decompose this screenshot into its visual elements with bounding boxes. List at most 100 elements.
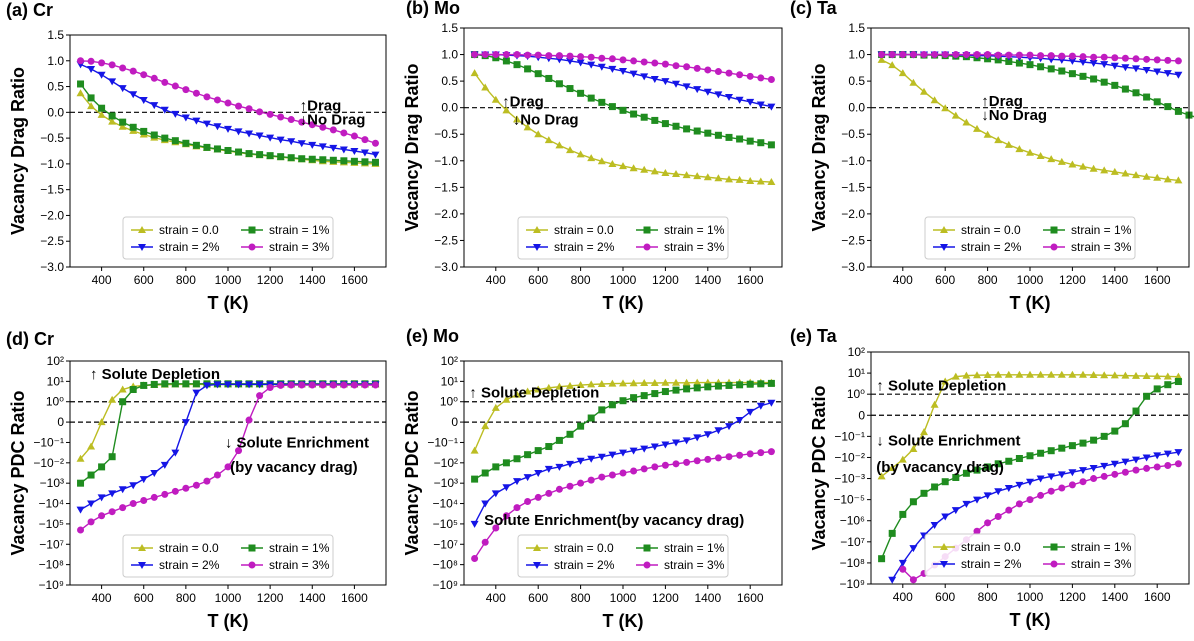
y-tick-label: −1.5 <box>434 180 458 194</box>
data-point <box>651 390 659 398</box>
data-point <box>129 500 137 508</box>
data-point <box>703 173 712 181</box>
data-point <box>87 518 95 526</box>
data-point <box>1110 371 1119 379</box>
data-point <box>608 471 616 479</box>
data-point <box>1132 371 1140 379</box>
data-point <box>714 382 722 390</box>
annotation: ↑ Solute Depletion <box>469 385 599 402</box>
data-point <box>1026 61 1034 69</box>
data-point <box>108 112 116 120</box>
data-point <box>757 380 765 388</box>
legend-marker <box>940 561 948 568</box>
data-point <box>481 500 490 508</box>
x-tick-label: 400 <box>893 590 913 604</box>
x-tick-label: 800 <box>978 590 998 604</box>
data-point <box>534 51 542 59</box>
data-point <box>1036 151 1045 159</box>
data-point <box>1121 85 1129 93</box>
data-point <box>119 398 127 406</box>
data-point <box>587 61 596 69</box>
data-point <box>587 476 595 484</box>
data-point <box>619 449 627 457</box>
data-point <box>1015 59 1023 67</box>
y-axis-label: Vacancy Drag Ratio <box>402 63 422 231</box>
data-point <box>756 101 765 109</box>
data-point <box>1153 68 1162 76</box>
data-point <box>888 576 897 584</box>
data-point <box>1089 164 1098 172</box>
legend-marker <box>533 244 541 251</box>
data-point <box>693 86 702 94</box>
annotation: ↑ Solute Depletion <box>90 366 220 383</box>
y-tick-label: −10⁷ <box>840 535 865 549</box>
y-tick-label: −10⁵ <box>433 517 458 531</box>
data-point <box>98 59 106 67</box>
data-point <box>920 87 928 95</box>
data-point <box>555 80 563 88</box>
data-point <box>640 58 648 66</box>
legend-marker <box>533 544 541 551</box>
data-point <box>1004 140 1013 148</box>
data-point <box>1068 70 1076 78</box>
legend-marker <box>1050 560 1058 568</box>
annotation: Solute Enrichment(by vacancy drag) <box>484 512 744 529</box>
data-point <box>1026 51 1034 59</box>
data-point <box>555 141 564 149</box>
data-point <box>1037 63 1045 71</box>
x-tick-label: 600 <box>528 591 548 605</box>
data-point <box>287 116 295 124</box>
data-point <box>714 174 723 182</box>
data-point <box>513 478 521 486</box>
data-point <box>1111 427 1119 435</box>
data-point <box>661 378 670 386</box>
data-point <box>1132 89 1140 97</box>
y-tick-label: 1.0 <box>441 48 458 62</box>
data-point <box>767 379 775 387</box>
data-point <box>98 463 106 471</box>
annotation: ↑Drag <box>981 93 1023 110</box>
y-tick-label: −10⁴ <box>432 497 458 511</box>
data-point <box>630 394 638 402</box>
data-point <box>277 153 285 161</box>
data-point <box>245 416 253 424</box>
data-point <box>672 80 680 88</box>
x-tick-label: 1000 <box>215 591 242 605</box>
data-point <box>1100 462 1109 470</box>
data-point <box>87 442 96 450</box>
data-point <box>1068 370 1077 378</box>
data-point <box>1037 491 1045 499</box>
data-point <box>360 149 369 157</box>
data-point <box>171 380 179 388</box>
data-point <box>1068 52 1076 60</box>
data-point <box>672 122 680 130</box>
x-axis-label: T (K) <box>1010 610 1051 630</box>
data-point <box>920 428 928 436</box>
data-point <box>213 381 222 389</box>
y-tick-label: −2.5 <box>40 234 64 248</box>
data-point <box>576 150 585 158</box>
legend-label: strain = 0.0 <box>554 223 614 237</box>
panel-title: (d) Cr <box>6 329 54 349</box>
y-tick-label: −10⁶ <box>840 514 865 528</box>
data-point <box>1068 160 1077 168</box>
data-point <box>973 124 981 132</box>
x-tick-label: 400 <box>893 273 913 287</box>
data-point <box>693 434 702 442</box>
data-point <box>513 115 521 123</box>
data-point <box>87 102 96 110</box>
data-point <box>909 445 918 453</box>
data-point <box>77 57 85 65</box>
x-tick-label: 1000 <box>215 273 242 287</box>
data-point <box>245 381 254 389</box>
data-point <box>481 83 490 91</box>
data-point <box>1164 381 1172 389</box>
data-point <box>962 118 971 126</box>
data-point <box>298 118 306 126</box>
data-point <box>350 157 358 165</box>
y-tick-label: −10⁻¹ <box>33 435 64 449</box>
data-point <box>1079 467 1087 475</box>
data-point <box>1153 452 1162 460</box>
x-tick-label: 1600 <box>1144 273 1171 287</box>
chart-panel-b: (b) Mo 400 600 800 1000 1200 1400 1600 −3.0 −2.5 −… <box>402 0 783 313</box>
